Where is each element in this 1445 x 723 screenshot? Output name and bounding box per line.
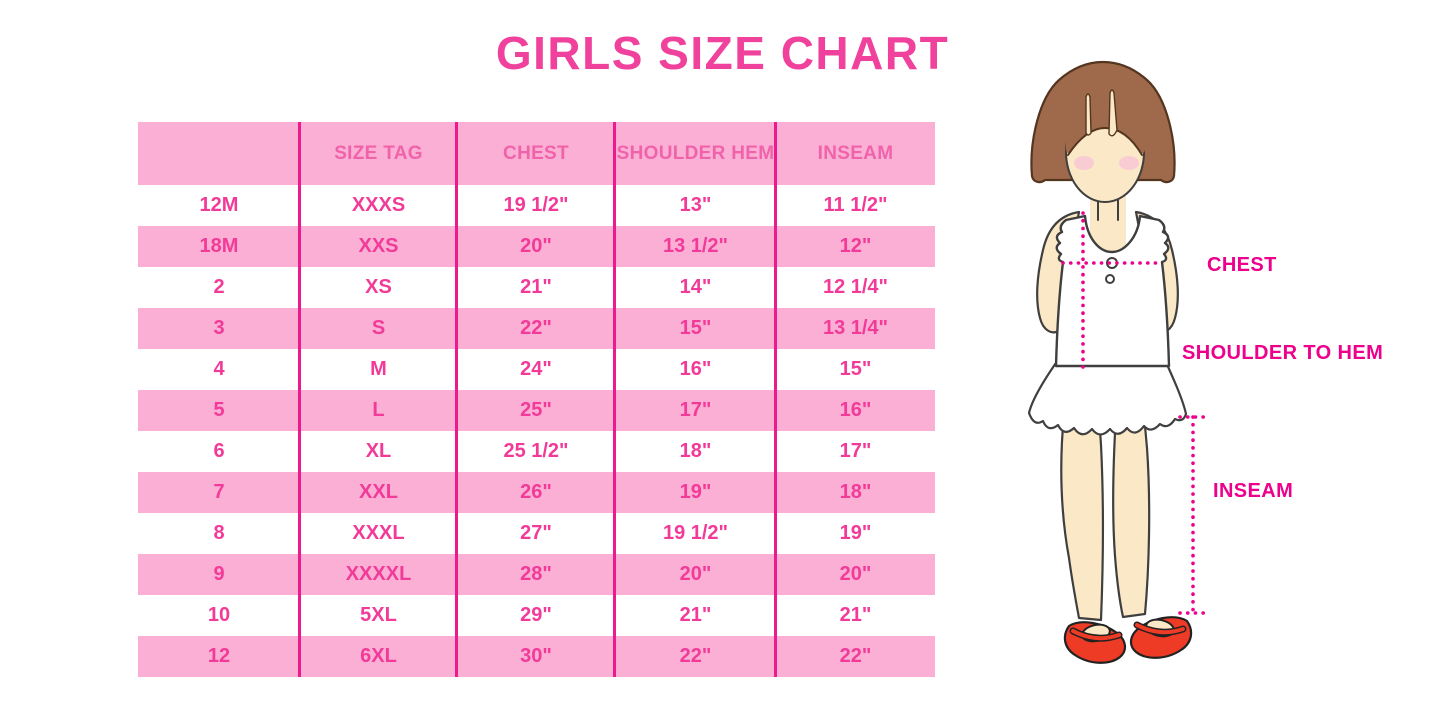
header-cell — [138, 122, 300, 185]
girl-left-leg — [1060, 413, 1104, 622]
page-title: GIRLS SIZE CHART — [495, 27, 950, 79]
table-cell: 13 1/2" — [615, 226, 776, 267]
table-cell: 12 1/4" — [822, 276, 889, 298]
table-cell: 18" — [679, 440, 712, 462]
table-cell: XXXXL — [300, 554, 457, 595]
table-cell: 25" — [457, 390, 615, 431]
girl-top-button — [1105, 274, 1115, 284]
header-cell: SIZE TAG — [300, 122, 457, 185]
column-divider — [613, 122, 616, 677]
table-cell: L — [300, 390, 457, 431]
table-cell: 20" — [615, 554, 776, 595]
table-cell: 27" — [520, 522, 552, 544]
girl-skirt — [1027, 358, 1188, 436]
table-cell: 2 — [213, 276, 225, 298]
girl-blush-right — [1119, 156, 1139, 170]
size-table-container: SIZE TAG CHEST SHOULDER HEM INSEAM 12M XXXS 19… — [138, 122, 935, 677]
table-cell: XS — [365, 276, 392, 298]
table-cell: 28" — [457, 554, 615, 595]
table-cell: 15" — [839, 358, 872, 380]
girl-blush-left — [1074, 156, 1094, 170]
column-divider — [774, 122, 777, 677]
table-cell: 19" — [615, 472, 776, 513]
table-cell: XXXL — [352, 522, 405, 544]
table-cell: 19" — [839, 522, 872, 544]
table-cell: 13" — [679, 194, 712, 216]
chest-label: CHEST — [1207, 254, 1277, 276]
size-table: SIZE TAG CHEST SHOULDER HEM INSEAM 12M XXXS 19… — [138, 122, 935, 677]
header-cell: SHOULDER HEM — [615, 122, 776, 185]
table-cell: 21" — [839, 604, 872, 626]
table-cell: 19 1/2" — [503, 194, 569, 216]
table-cell: 7 — [138, 472, 300, 513]
girl-bangs-part — [1108, 89, 1118, 137]
inseam-label: INSEAM — [1213, 480, 1293, 502]
table-cell: 17" — [615, 390, 776, 431]
table-cell: 5 — [138, 390, 300, 431]
table-cell: 9 — [138, 554, 300, 595]
table-cell: 15" — [615, 308, 776, 349]
table-cell: 18M — [138, 226, 300, 267]
table-cell: S — [300, 308, 457, 349]
table-cell: XXS — [300, 226, 457, 267]
table-cell: 13 1/4" — [776, 308, 935, 349]
table-cell: 20" — [776, 554, 935, 595]
table-cell: 21" — [679, 604, 712, 626]
table-cell: 12" — [776, 226, 935, 267]
table-cell: M — [370, 358, 387, 380]
column-divider — [298, 122, 301, 677]
table-cell: 5XL — [360, 604, 397, 626]
girl-measurement-illustration: CHEST SHOULDER TO HEM INSEAM — [1027, 60, 1383, 664]
table-cell: 12M — [199, 194, 239, 216]
table-cell: XXXS — [351, 194, 406, 216]
table-cell: 22" — [457, 308, 615, 349]
table-cell: 30" — [457, 636, 615, 677]
table-cell: 16" — [776, 390, 935, 431]
table-cell: 4 — [213, 358, 225, 380]
girl-right-shoe — [1129, 616, 1193, 659]
table-cell: XL — [365, 440, 392, 462]
column-divider — [455, 122, 458, 677]
table-cell: 16" — [679, 358, 712, 380]
girl-left-shoe — [1063, 621, 1127, 664]
table-cell: 6XL — [300, 636, 457, 677]
table-cell: 22" — [615, 636, 776, 677]
table-cell: 29" — [520, 604, 552, 626]
table-cell: 25 1/2" — [503, 440, 569, 462]
table-cell: 24" — [520, 358, 552, 380]
girl-bangs-part — [1085, 93, 1092, 136]
header-cell: INSEAM — [776, 122, 935, 185]
table-cell: 6 — [213, 440, 225, 462]
table-cell: 18" — [776, 472, 935, 513]
table-cell: 22" — [776, 636, 935, 677]
table-cell: 3 — [138, 308, 300, 349]
table-cell: XXL — [300, 472, 457, 513]
table-cell: 17" — [839, 440, 872, 462]
shoulder-to-hem-label: SHOULDER TO HEM — [1182, 342, 1383, 364]
table-cell: 8 — [213, 522, 225, 544]
table-cell: 26" — [457, 472, 615, 513]
table-cell: 14" — [679, 276, 712, 298]
table-cell: 19 1/2" — [662, 522, 729, 544]
girl-right-leg — [1112, 413, 1151, 619]
header-cell: CHEST — [457, 122, 615, 185]
table-cell: 20" — [457, 226, 615, 267]
table-cell: 12 — [138, 636, 300, 677]
table-cell: 21" — [520, 276, 552, 298]
table-cell: 10 — [207, 604, 231, 626]
table-cell: 11 1/2" — [823, 194, 888, 216]
